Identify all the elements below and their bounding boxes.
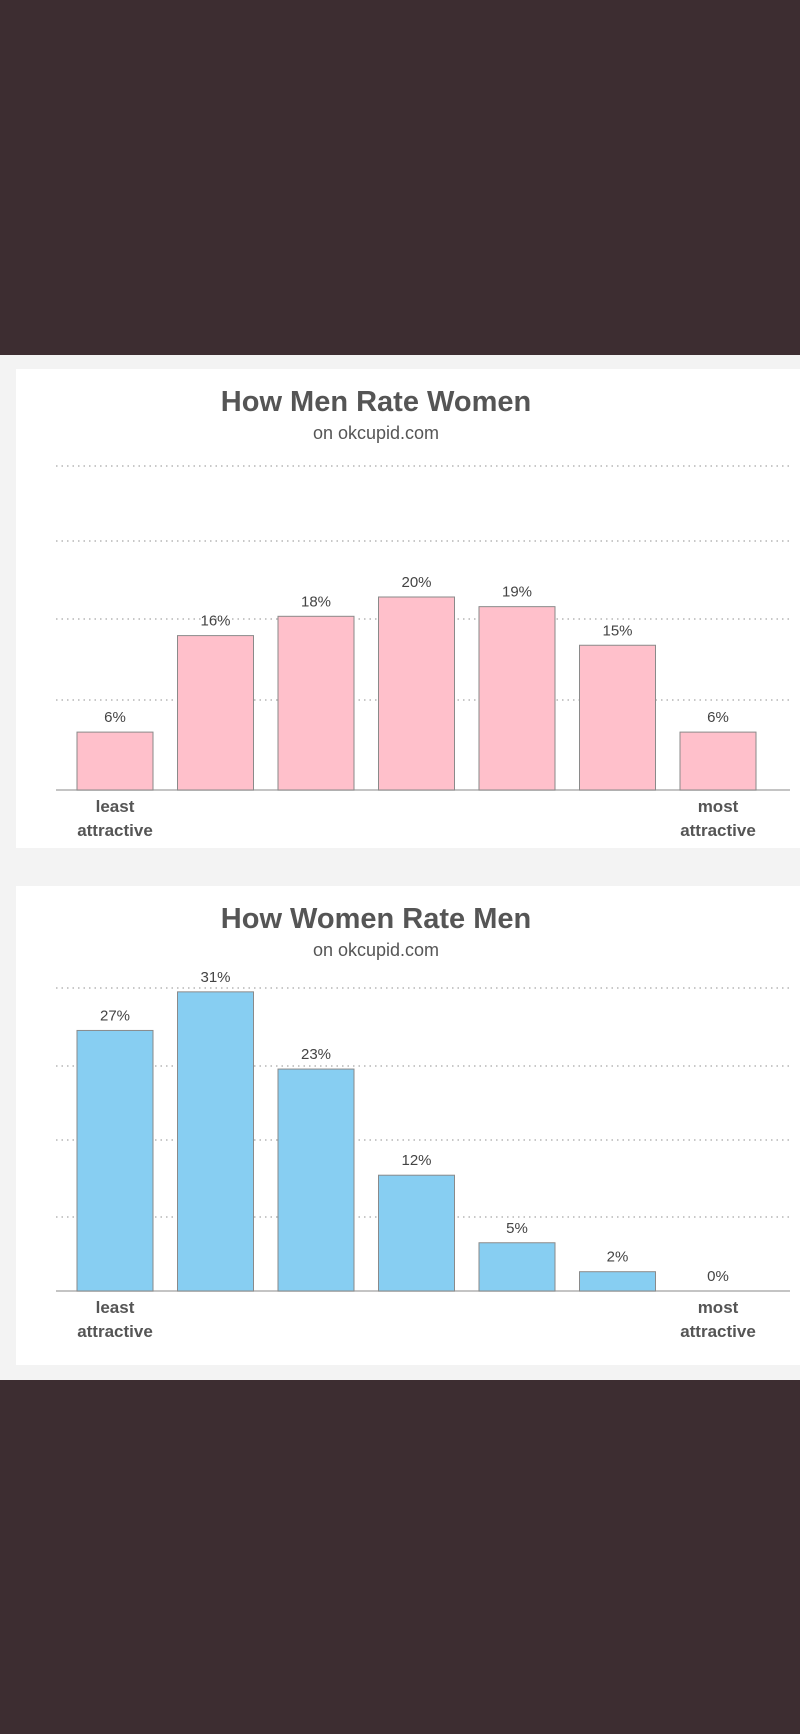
men-chart-bar-2 [177,991,254,1292]
men-chart-bar-3 [277,1068,355,1292]
men-chart-least-attractive-label: attractive [77,1322,153,1341]
men-chart-data-label-7: 0% [707,1268,729,1285]
women-chart-data-label-4: 20% [401,574,431,591]
men-chart-most-attractive-label: attractive [680,1322,756,1341]
men-chart-data-label-3: 23% [301,1046,331,1063]
women-chart-least-attractive-label: attractive [77,821,153,840]
men-chart-bar-5 [478,1242,556,1292]
women-chart-title: How Men Rate Women [221,386,531,418]
women-chart-bar-3 [277,615,355,791]
women-chart-most-attractive-label: attractive [680,821,756,840]
men-chart-least-attractive-label: least [96,1298,135,1317]
women-chart-card: How Men Rate Women on okcupid.com 6% 16% 18%… [16,369,800,848]
men-chart-data-label-6: 2% [607,1249,629,1266]
women-chart-bar-1 [76,731,154,791]
men-chart-data-label-2: 31% [200,969,230,986]
women-chart-bar-6 [579,644,656,791]
women-chart-subtitle: on okcupid.com [313,423,439,443]
men-rate-women-chart: How Men Rate Women on okcupid.com 6% 16% 18%… [56,386,790,840]
men-chart-data-label-5: 5% [506,1220,528,1237]
charts-panel: How Men Rate Women on okcupid.com 6% 16% 18%… [0,355,800,1380]
women-chart-bar-2 [177,635,254,791]
women-chart-data-label-1: 6% [104,709,126,726]
men-chart-bar-6 [579,1271,656,1292]
men-chart-subtitle: on okcupid.com [313,940,439,960]
men-chart-bar-4 [378,1174,455,1292]
women-chart-most-attractive-label: most [698,797,739,816]
women-chart-data-label-2: 16% [200,613,230,630]
men-chart-most-attractive-label: most [698,1298,739,1317]
women-chart-data-label-3: 18% [301,593,331,610]
men-chart-data-label-1: 27% [100,1007,130,1024]
women-chart-data-label-7: 6% [707,709,729,726]
women-chart-least-attractive-label: least [96,797,135,816]
women-chart-bar-7 [679,731,757,791]
women-chart-bar-4 [378,596,455,791]
women-chart-bar-5 [478,606,556,791]
men-chart-title: How Women Rate Men [221,903,531,935]
women-rate-men-chart: How Women Rate Men on okcupid.com 27% 31% 23… [56,903,790,1341]
men-chart-bar-1 [76,1029,154,1292]
women-chart-data-label-5: 19% [502,584,532,601]
men-chart-card: How Women Rate Men on okcupid.com 27% 31% 23… [16,886,800,1365]
women-chart-data-label-6: 15% [602,622,632,639]
men-chart-data-label-4: 12% [401,1152,431,1169]
